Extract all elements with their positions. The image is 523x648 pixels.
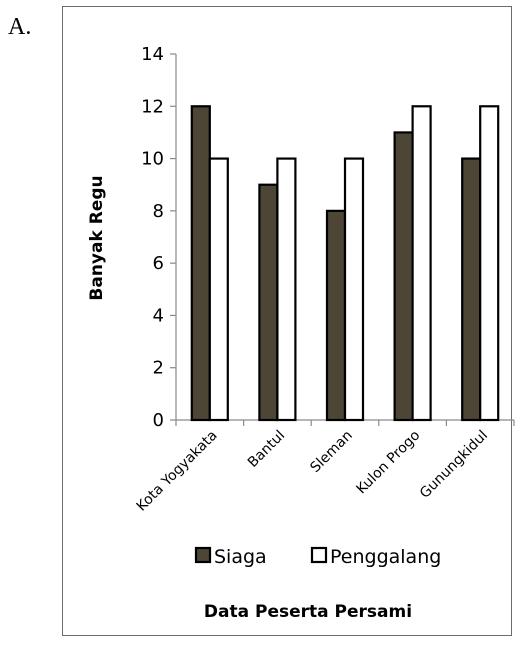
x-category-label: Sleman: [307, 428, 355, 476]
y-tick-label: 14: [141, 44, 164, 65]
y-tick-label: 10: [141, 149, 164, 170]
bar-siaga-1: [258, 183, 279, 422]
legend-swatch-penggalang: [310, 546, 328, 564]
chart-legend: Siaga Penggalang: [194, 546, 441, 568]
bar-penggalang-2: [343, 157, 365, 422]
bar-penggalang-3: [411, 105, 432, 422]
option-label: A.: [8, 14, 32, 40]
y-tick-label: 2: [153, 358, 164, 379]
bar-siaga-4: [461, 157, 482, 422]
y-tick-label: 4: [153, 305, 164, 326]
bar-siaga-0: [190, 105, 211, 422]
x-category-label: Kulon Progo: [354, 428, 424, 498]
bar-siaga-3: [393, 131, 414, 422]
y-tick-label: 12: [141, 96, 164, 117]
legend-label-penggalang: Penggalang: [330, 546, 441, 568]
y-axis-title: Banyak Regu: [87, 175, 107, 300]
chart-bars: [190, 105, 500, 422]
x-category-label: Bantul: [245, 428, 288, 471]
legend-label-siaga: Siaga: [214, 546, 267, 568]
x-category-label: Gunungkidul: [417, 428, 491, 502]
y-tick-label: 8: [153, 201, 164, 222]
bar-penggalang-1: [276, 157, 297, 422]
bar-penggalang-4: [479, 105, 500, 422]
chart-frame: [62, 6, 512, 636]
y-tick-label: 0: [153, 410, 164, 431]
y-tick-label: 6: [153, 253, 164, 274]
x-category-label: Kota Yogyakata: [134, 428, 221, 515]
bar-penggalang-0: [208, 157, 229, 422]
bar-siaga-2: [325, 209, 347, 422]
x-axis-title: Data Peserta Persami: [204, 602, 412, 622]
legend-swatch-siaga: [194, 546, 212, 564]
